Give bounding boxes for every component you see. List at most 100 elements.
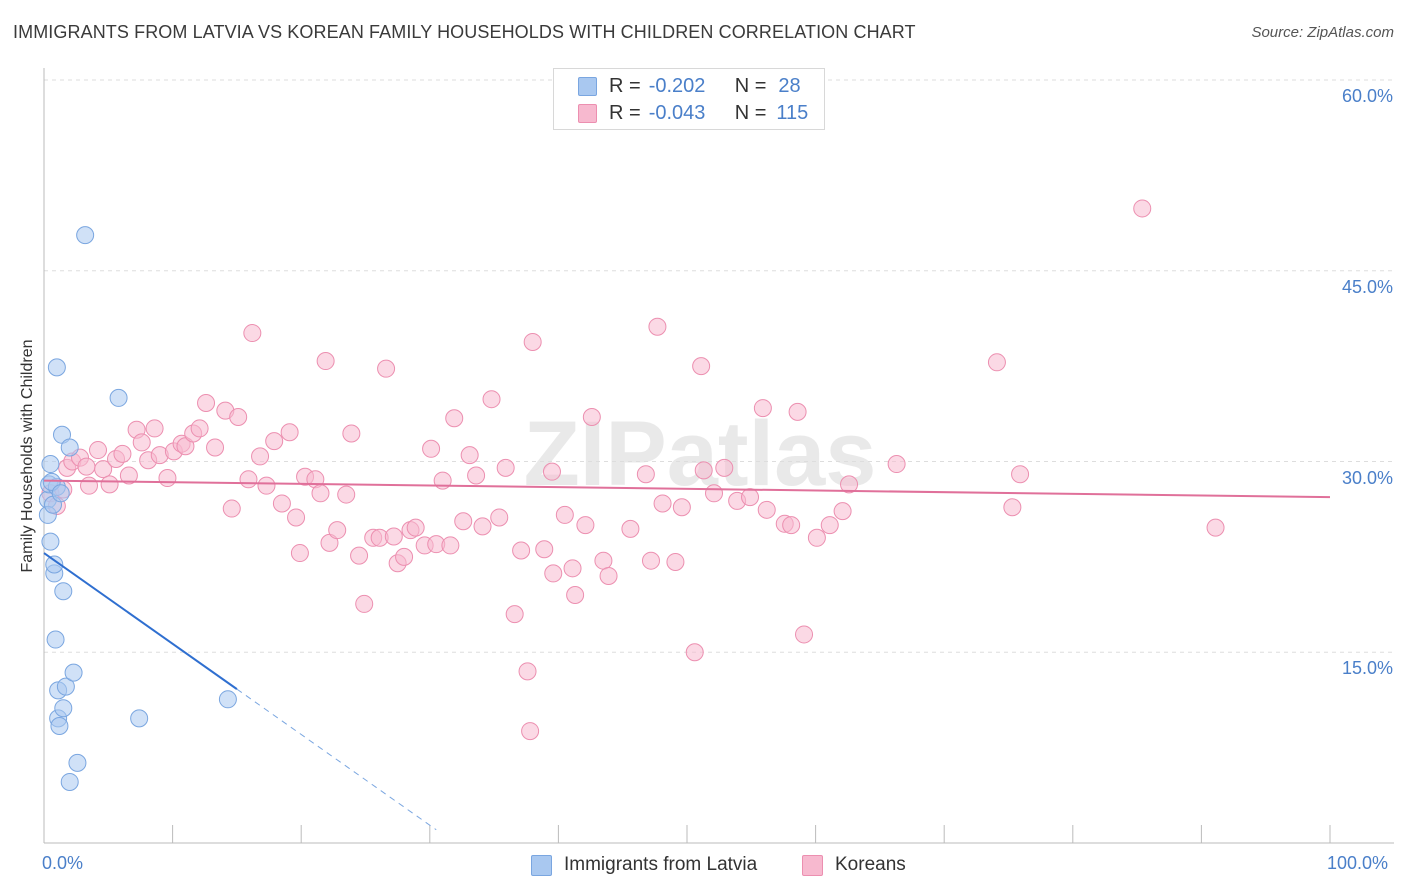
point-koreans — [467, 466, 486, 485]
point-koreans — [311, 484, 330, 503]
point-latvia — [50, 717, 69, 736]
point-koreans — [715, 458, 734, 477]
y-tick-label: 30.0% — [1341, 467, 1393, 488]
point-koreans — [563, 559, 582, 578]
point-koreans — [1206, 518, 1225, 537]
point-latvia — [46, 630, 65, 649]
point-koreans — [482, 390, 501, 409]
legend-item-latvia[interactable]: Immigrants from Latvia — [531, 851, 757, 879]
point-koreans — [460, 446, 479, 465]
point-koreans — [757, 500, 776, 519]
point-koreans — [406, 518, 425, 537]
point-koreans — [229, 407, 248, 426]
x-tick-min: 0.0% — [42, 853, 84, 873]
point-koreans — [807, 528, 826, 547]
point-koreans — [705, 484, 724, 503]
point-koreans — [512, 541, 531, 560]
axes — [43, 68, 1394, 844]
point-koreans — [337, 485, 356, 504]
point-latvia — [54, 699, 73, 718]
point-koreans — [158, 469, 177, 488]
point-koreans — [782, 516, 801, 535]
point-koreans — [197, 394, 216, 413]
point-koreans — [454, 512, 473, 531]
n-value: 28 — [778, 74, 801, 97]
legend-swatch-koreans — [802, 854, 823, 876]
point-koreans — [518, 662, 537, 681]
point-latvia — [64, 663, 83, 682]
point-koreans — [265, 432, 284, 451]
point-latvia — [56, 677, 75, 696]
point-latvia — [41, 532, 60, 551]
point-koreans — [576, 516, 595, 535]
n-value: 115 — [776, 101, 809, 124]
point-koreans — [251, 447, 270, 466]
point-koreans — [113, 444, 132, 463]
trend-lines — [43, 479, 1331, 831]
y-tick-label: 15.0% — [1341, 658, 1393, 679]
point-koreans — [272, 494, 291, 513]
point-koreans — [89, 441, 108, 460]
trend-latvia — [43, 552, 238, 690]
point-latvia — [130, 709, 149, 728]
point-koreans — [788, 402, 807, 421]
point-koreans — [328, 521, 347, 540]
point-latvia — [60, 438, 79, 457]
point-koreans — [521, 722, 540, 741]
point-koreans — [505, 605, 524, 624]
point-koreans — [1011, 465, 1030, 484]
stats-row-latvia: R = -0.202 N = 28 — [578, 73, 801, 99]
point-koreans — [243, 324, 262, 343]
point-koreans — [80, 476, 99, 495]
r-label: R = — [609, 101, 641, 124]
point-koreans — [355, 594, 374, 613]
point-koreans — [599, 566, 618, 585]
n-label: N = — [734, 74, 767, 97]
point-koreans — [395, 547, 414, 566]
point-koreans — [753, 399, 772, 418]
point-koreans — [795, 625, 814, 644]
point-koreans — [544, 564, 563, 583]
point-koreans — [77, 457, 96, 476]
point-koreans — [290, 544, 309, 563]
point-koreans — [566, 586, 585, 605]
point-koreans — [145, 419, 164, 438]
point-koreans — [542, 462, 561, 481]
series-legend: Immigrants from Latvia Koreans — [0, 851, 1406, 879]
point-koreans — [840, 475, 859, 494]
point-koreans — [280, 423, 299, 442]
point-latvia — [68, 753, 87, 772]
trend-latvia-extension — [236, 688, 437, 831]
stats-row-koreans: R = -0.043 N = 115 — [578, 100, 808, 126]
legend-label-koreans: Koreans — [835, 854, 906, 875]
point-koreans — [582, 407, 601, 426]
legend-item-koreans[interactable]: Koreans — [802, 851, 906, 879]
x-tick-max: 100.0% — [1327, 853, 1389, 873]
point-koreans — [496, 458, 515, 477]
point-koreans — [641, 551, 660, 570]
point-latvia — [60, 772, 79, 791]
point-koreans — [987, 353, 1006, 372]
r-value: -0.043 — [648, 101, 706, 124]
point-koreans — [694, 461, 713, 480]
point-koreans — [384, 527, 403, 546]
point-latvia — [47, 358, 66, 377]
swatch-koreans — [578, 103, 597, 123]
point-koreans — [666, 552, 685, 571]
point-koreans — [555, 505, 574, 524]
point-koreans — [1003, 498, 1022, 517]
point-latvia — [51, 484, 70, 503]
legend-swatch-latvia — [531, 854, 552, 876]
y-tick-label: 45.0% — [1341, 276, 1393, 297]
point-koreans — [594, 551, 613, 570]
point-koreans — [239, 470, 258, 489]
point-koreans — [100, 475, 119, 494]
point-koreans — [523, 332, 542, 351]
point-koreans — [490, 508, 509, 527]
point-koreans — [672, 498, 691, 517]
point-koreans — [287, 508, 306, 527]
y-tick-label: 60.0% — [1341, 86, 1393, 106]
chart-title: IMMIGRANTS FROM LATVIA VS KOREAN FAMILY … — [13, 22, 916, 42]
point-koreans — [820, 516, 839, 535]
